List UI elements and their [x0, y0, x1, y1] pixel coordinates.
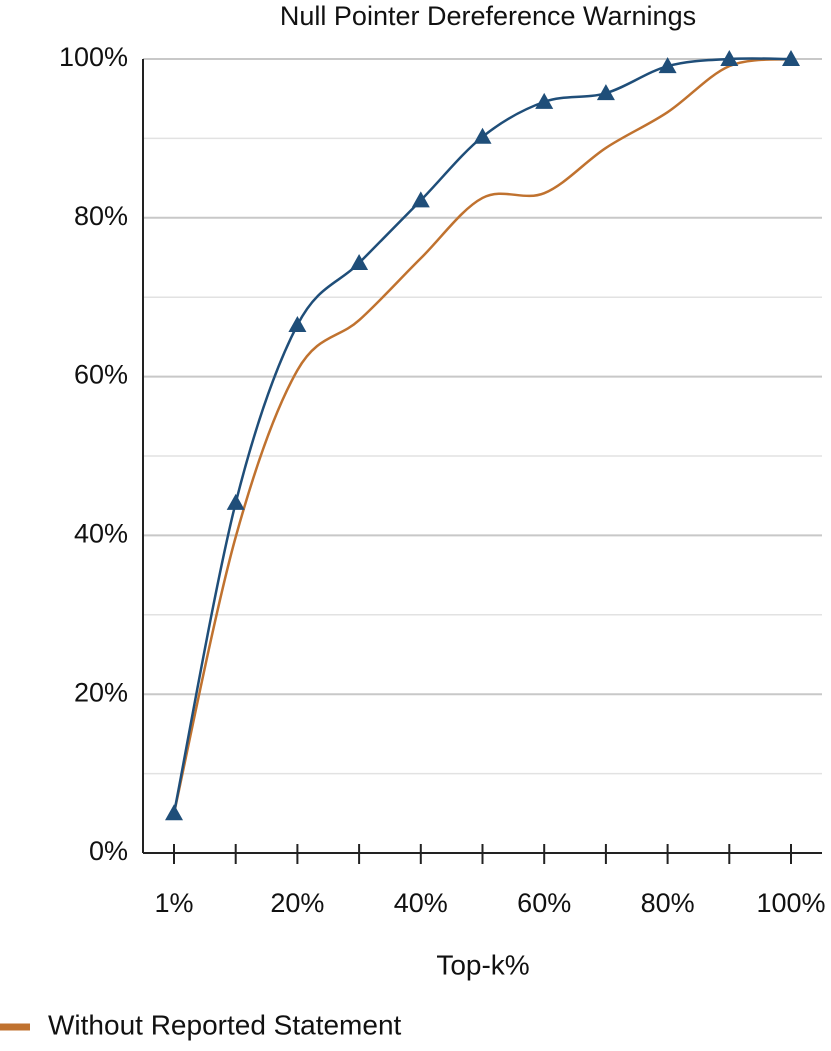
y-tick-label: 80%	[74, 201, 128, 231]
series-line	[172, 57, 792, 814]
legend-label: Without Reported Statement	[48, 1009, 402, 1040]
triangle-marker	[288, 315, 307, 332]
x-tick-label: 80%	[641, 888, 695, 918]
y-tick-label: 40%	[74, 519, 128, 549]
triangle-marker	[596, 84, 615, 101]
y-tick-label: 100%	[59, 42, 128, 72]
triangle-marker	[411, 191, 430, 208]
chart-title: Null Pointer Dereference Warnings	[280, 1, 696, 31]
y-tick-label: 0%	[89, 836, 128, 866]
x-tick-label: 100%	[756, 888, 825, 918]
triangle-marker	[658, 57, 677, 74]
triangle-marker	[720, 50, 739, 66]
series-line	[172, 57, 792, 814]
x-tick-label: 60%	[517, 888, 571, 918]
triangle-marker	[350, 254, 369, 271]
triangle-marker	[226, 493, 245, 510]
triangle-marker	[473, 127, 492, 144]
x-axis-title: Top-k%	[436, 949, 529, 980]
x-tick-label: 1%	[154, 888, 193, 918]
triangle-marker	[165, 804, 183, 821]
y-tick-label: 20%	[74, 677, 128, 707]
y-tick-label: 60%	[74, 360, 128, 390]
x-tick-label: 40%	[394, 888, 448, 918]
triangle-marker	[782, 50, 800, 66]
x-tick-label: 20%	[270, 888, 324, 918]
triangle-marker	[535, 92, 554, 109]
